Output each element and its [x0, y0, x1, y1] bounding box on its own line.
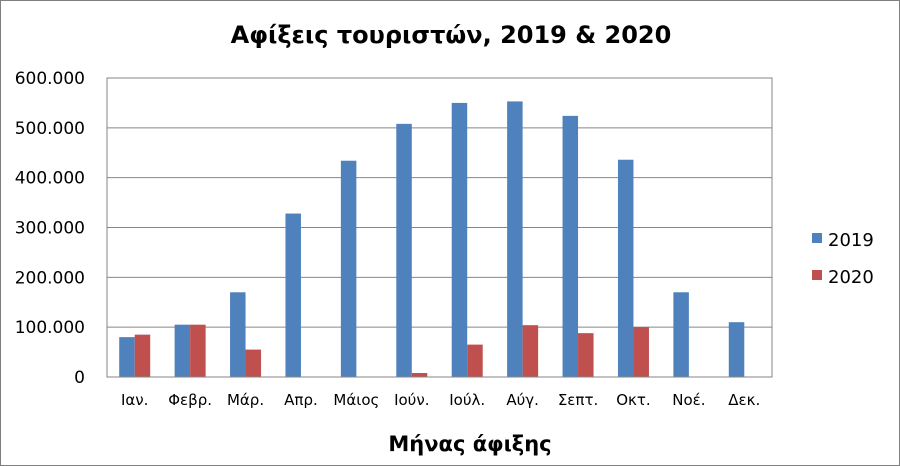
legend: 2019 2020	[812, 230, 874, 288]
bar-2020-9	[633, 327, 649, 377]
y-axis-ticks: 0 100.000 200.000 300.000 400.000 500.000 600.…	[15, 69, 85, 388]
y-tick-label: 0	[74, 368, 85, 388]
x-tick-label: Αύγ.	[506, 391, 539, 409]
bar-2019-1	[174, 324, 191, 377]
x-tick-label: Ιαν.	[121, 391, 148, 409]
y-tick-label: 600.000	[15, 69, 85, 89]
bar-2019-7	[507, 101, 523, 378]
x-tick-label: Μάιος	[333, 391, 379, 409]
x-tick-label: Νοέ.	[672, 391, 705, 409]
x-tick-label: Ιούν.	[394, 391, 429, 409]
bar-2020-7	[522, 325, 539, 377]
bar-2020-6	[467, 344, 483, 377]
bar-2019-6	[451, 102, 468, 378]
bar-2019-3	[285, 213, 301, 377]
legend-label-2020: 2020	[828, 267, 874, 288]
bar-2020-2	[245, 349, 262, 377]
bar-2020-0	[134, 334, 151, 377]
x-tick-label: Σεπτ.	[558, 391, 598, 409]
x-tick-label: Φεβρ.	[168, 391, 212, 409]
gridlines	[107, 77, 772, 378]
x-axis-ticks: Ιαν. Φεβρ. Μάρ. Απρ. Μάιος Ιούν. Ιούλ. Αύγ. Σεπτ…	[121, 391, 760, 409]
y-tick-label: 500.000	[15, 119, 85, 139]
x-tick-label: Απρ.	[284, 391, 318, 409]
bar-2019-8	[562, 115, 579, 377]
y-tick-label: 200.000	[15, 268, 85, 288]
y-tick-label: 300.000	[15, 219, 85, 239]
plot-area	[106, 77, 773, 378]
legend-swatch-2020	[812, 270, 822, 280]
x-tick-label: Ιούλ.	[449, 391, 485, 409]
bar-2019-11	[728, 322, 745, 377]
bar-2019-10	[673, 292, 689, 377]
chart-title: Αφίξεις τουριστών, 2019 & 2020	[231, 21, 672, 49]
x-axis-label: Μήνας άφιξης	[388, 432, 551, 456]
bar-2020-8	[578, 333, 594, 377]
x-tick-label: Δεκ.	[728, 391, 760, 409]
x-tick-label: Οκτ.	[616, 391, 650, 409]
bar-2020-5	[411, 373, 428, 377]
bar-2019-0	[119, 337, 135, 377]
y-tick-label: 100.000	[15, 318, 85, 338]
bar-2020-1	[190, 324, 206, 377]
bar-2019-2	[230, 292, 246, 377]
bar-2019-4	[340, 160, 357, 377]
bar-2019-5	[396, 123, 412, 377]
y-tick-label: 400.000	[15, 169, 85, 189]
bars	[119, 101, 745, 378]
x-tick-label: Μάρ.	[227, 391, 264, 409]
bar-2019-9	[617, 159, 634, 377]
legend-label-2019: 2019	[828, 230, 874, 251]
legend-swatch-2019	[812, 233, 822, 243]
